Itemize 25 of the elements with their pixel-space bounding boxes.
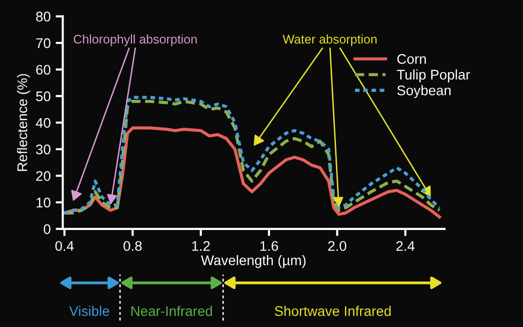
y-tick-label: 20 xyxy=(36,171,50,181)
x-tick-label: 1.6 xyxy=(260,241,278,251)
x-tick-label: 2.4 xyxy=(396,241,415,251)
annotation: Water absorption xyxy=(282,34,377,46)
y-axis-title: Reflectence (%) xyxy=(17,74,30,171)
text: Visible xyxy=(69,306,110,316)
y-tick-label: 40 xyxy=(36,118,50,128)
y-tick-label: 0 xyxy=(44,224,50,234)
y-tick-label: 70 xyxy=(36,38,50,48)
x-tick-label: 0.4 xyxy=(55,241,74,251)
x-tick-label: 1.2 xyxy=(192,241,210,251)
y-tick-label: 50 xyxy=(36,91,50,102)
text: Shortwave Infrared xyxy=(274,306,391,316)
y-tick-label: 30 xyxy=(36,144,50,154)
legend-label: Soybean xyxy=(397,85,451,98)
y-tick-label: 80 xyxy=(36,12,50,22)
x-tick-label: 0.8 xyxy=(124,241,142,251)
text: Near-Infrared xyxy=(131,306,212,316)
legend-label: Tulip Poplar xyxy=(396,69,470,82)
y-tick-label: 60 xyxy=(36,64,50,75)
y-tick-label: 10 xyxy=(36,198,50,208)
x-tick-label: 2.0 xyxy=(328,241,346,251)
legend-label: Corn xyxy=(397,54,426,64)
annotation: Chlorophyll absorption xyxy=(74,34,197,46)
x-axis-title: Wavelength (µm) xyxy=(200,255,306,268)
